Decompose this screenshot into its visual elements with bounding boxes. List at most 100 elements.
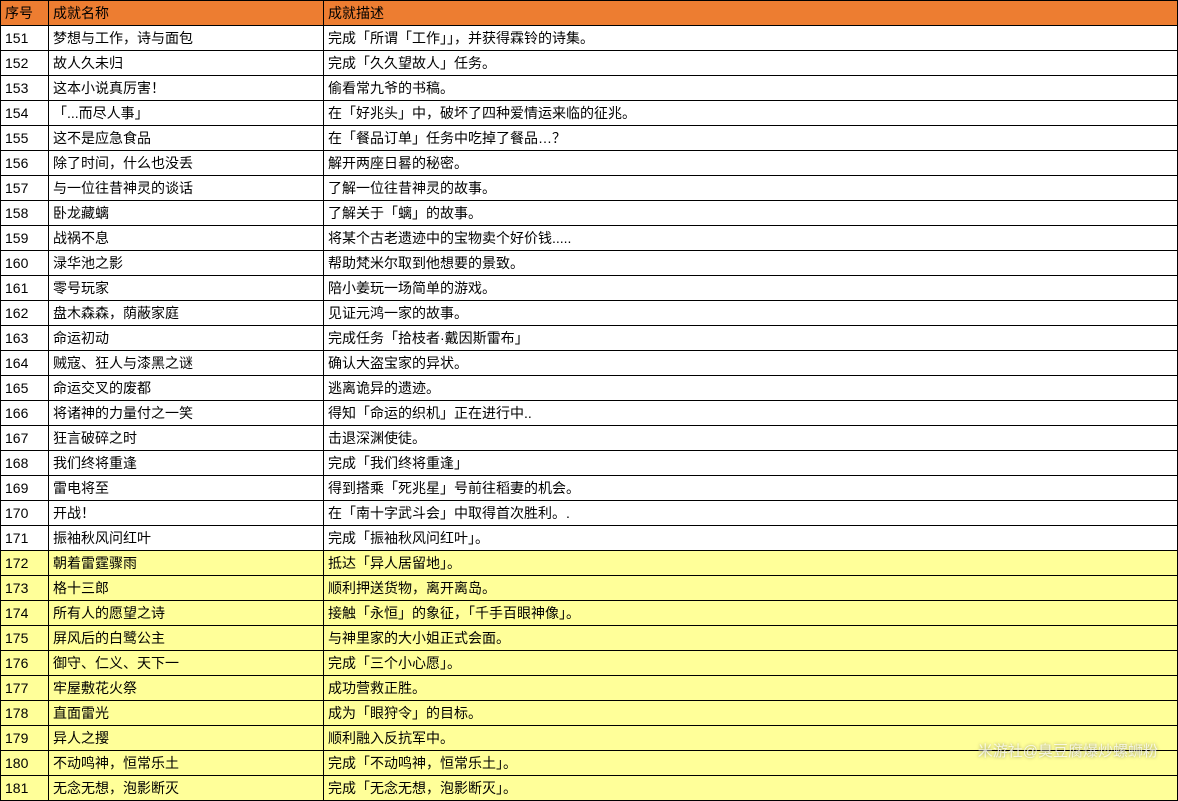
cell-index: 175 xyxy=(1,626,49,651)
table-row: 165命运交叉的废都逃离诡异的遗迹。 xyxy=(1,376,1178,401)
cell-desc: 得知「命运的织机」正在进行中.. xyxy=(324,401,1178,426)
cell-index: 155 xyxy=(1,126,49,151)
table-row: 178直面雷光成为「眼狩令」的目标。 xyxy=(1,701,1178,726)
cell-name: 故人久未归 xyxy=(49,51,324,76)
cell-index: 159 xyxy=(1,226,49,251)
cell-desc: 抵达「异人居留地」。 xyxy=(324,551,1178,576)
cell-index: 164 xyxy=(1,351,49,376)
cell-name: 梦想与工作，诗与面包 xyxy=(49,26,324,51)
cell-index: 154 xyxy=(1,101,49,126)
cell-desc: 了解一位往昔神灵的故事。 xyxy=(324,176,1178,201)
cell-index: 160 xyxy=(1,251,49,276)
cell-desc: 完成「不动鸣神，恒常乐土」。 xyxy=(324,751,1178,776)
table-row: 173格十三郎顺利押送货物，离开离岛。 xyxy=(1,576,1178,601)
header-name: 成就名称 xyxy=(49,1,324,26)
table-row: 169雷电将至得到搭乘「死兆星」号前往稻妻的机会。 xyxy=(1,476,1178,501)
cell-desc: 顺利融入反抗军中。 xyxy=(324,726,1178,751)
table-row: 151梦想与工作，诗与面包完成「所谓「工作」」，并获得霖铃的诗集。 xyxy=(1,26,1178,51)
header-index: 序号 xyxy=(1,1,49,26)
cell-name: 渌华池之影 xyxy=(49,251,324,276)
cell-desc: 在「餐品订单」任务中吃掉了餐品…？ xyxy=(324,126,1178,151)
achievements-table: 序号 成就名称 成就描述 151梦想与工作，诗与面包完成「所谓「工作」」，并获得… xyxy=(0,0,1178,801)
table-row: 181无念无想，泡影断灭完成「无念无想，泡影断灭」。 xyxy=(1,776,1178,801)
cell-desc: 帮助梵米尔取到他想要的景致。 xyxy=(324,251,1178,276)
table-row: 174所有人的愿望之诗接触「永恒」的象征，「千手百眼神像」。 xyxy=(1,601,1178,626)
cell-index: 173 xyxy=(1,576,49,601)
cell-name: 不动鸣神，恒常乐土 xyxy=(49,751,324,776)
table-row: 175屏风后的白鹭公主与神里家的大小姐正式会面。 xyxy=(1,626,1178,651)
cell-index: 180 xyxy=(1,751,49,776)
cell-name: 这本小说真厉害！ xyxy=(49,76,324,101)
cell-name: 贼寇、狂人与漆黑之谜 xyxy=(49,351,324,376)
table-row: 177牢屋敷花火祭成功营救正胜。 xyxy=(1,676,1178,701)
cell-name: 盘木森森，荫蔽家庭 xyxy=(49,301,324,326)
cell-index: 174 xyxy=(1,601,49,626)
cell-desc: 成功营救正胜。 xyxy=(324,676,1178,701)
cell-name: 与一位往昔神灵的谈话 xyxy=(49,176,324,201)
table-row: 179异人之撄顺利融入反抗军中。 xyxy=(1,726,1178,751)
cell-index: 152 xyxy=(1,51,49,76)
cell-desc: 陪小姜玩一场简单的游戏。 xyxy=(324,276,1178,301)
cell-index: 168 xyxy=(1,451,49,476)
cell-index: 157 xyxy=(1,176,49,201)
cell-name: 直面雷光 xyxy=(49,701,324,726)
table-body: 151梦想与工作，诗与面包完成「所谓「工作」」，并获得霖铃的诗集。152故人久未… xyxy=(1,26,1178,801)
cell-name: 战祸不息 xyxy=(49,226,324,251)
cell-desc: 完成「我们终将重逢」 xyxy=(324,451,1178,476)
cell-desc: 完成「久久望故人」任务。 xyxy=(324,51,1178,76)
cell-name: 卧龙藏螭 xyxy=(49,201,324,226)
cell-index: 166 xyxy=(1,401,49,426)
cell-name: 牢屋敷花火祭 xyxy=(49,676,324,701)
table-row: 180不动鸣神，恒常乐土完成「不动鸣神，恒常乐土」。 xyxy=(1,751,1178,776)
cell-desc: 完成「无念无想，泡影断灭」。 xyxy=(324,776,1178,801)
table-row: 152故人久未归完成「久久望故人」任务。 xyxy=(1,51,1178,76)
table-row: 168我们终将重逢完成「我们终将重逢」 xyxy=(1,451,1178,476)
cell-desc: 成为「眼狩令」的目标。 xyxy=(324,701,1178,726)
cell-desc: 确认大盗宝家的异状。 xyxy=(324,351,1178,376)
table-row: 154「...而尽人事」在「好兆头」中，破坏了四种爱情运来临的征兆。 xyxy=(1,101,1178,126)
table-row: 153这本小说真厉害！偷看常九爷的书稿。 xyxy=(1,76,1178,101)
cell-name: 所有人的愿望之诗 xyxy=(49,601,324,626)
cell-name: 异人之撄 xyxy=(49,726,324,751)
cell-index: 172 xyxy=(1,551,49,576)
table-row: 170开战！在「南十字武斗会」中取得首次胜利。. xyxy=(1,501,1178,526)
table-row: 176御守、仁义、天下一完成「三个小心愿」。 xyxy=(1,651,1178,676)
cell-desc: 逃离诡异的遗迹。 xyxy=(324,376,1178,401)
table-row: 164贼寇、狂人与漆黑之谜确认大盗宝家的异状。 xyxy=(1,351,1178,376)
table-row: 171振袖秋风问红叶完成「振袖秋风问红叶」。 xyxy=(1,526,1178,551)
cell-index: 170 xyxy=(1,501,49,526)
table-row: 159战祸不息将某个古老遗迹中的宝物卖个好价钱..... xyxy=(1,226,1178,251)
table-row: 163命运初动完成任务「拾枝者·戴因斯雷布」 xyxy=(1,326,1178,351)
cell-name: 这不是应急食品 xyxy=(49,126,324,151)
table-row: 167狂言破碎之时击退深渊使徒。 xyxy=(1,426,1178,451)
cell-index: 169 xyxy=(1,476,49,501)
cell-desc: 完成任务「拾枝者·戴因斯雷布」 xyxy=(324,326,1178,351)
cell-name: 命运初动 xyxy=(49,326,324,351)
table-row: 156除了时间，什么也没丢解开两座日晷的秘密。 xyxy=(1,151,1178,176)
cell-desc: 接触「永恒」的象征，「千手百眼神像」。 xyxy=(324,601,1178,626)
cell-index: 171 xyxy=(1,526,49,551)
cell-desc: 见证元鸿一家的故事。 xyxy=(324,301,1178,326)
table-row: 158卧龙藏螭了解关于「螭」的故事。 xyxy=(1,201,1178,226)
cell-index: 163 xyxy=(1,326,49,351)
cell-index: 165 xyxy=(1,376,49,401)
header-desc: 成就描述 xyxy=(324,1,1178,26)
table-row: 166将诸神的力量付之一笑得知「命运的织机」正在进行中.. xyxy=(1,401,1178,426)
table-row: 155这不是应急食品在「餐品订单」任务中吃掉了餐品…？ xyxy=(1,126,1178,151)
cell-index: 177 xyxy=(1,676,49,701)
table-row: 161零号玩家陪小姜玩一场简单的游戏。 xyxy=(1,276,1178,301)
cell-desc: 击退深渊使徒。 xyxy=(324,426,1178,451)
cell-name: 雷电将至 xyxy=(49,476,324,501)
cell-index: 178 xyxy=(1,701,49,726)
cell-index: 161 xyxy=(1,276,49,301)
cell-name: 除了时间，什么也没丢 xyxy=(49,151,324,176)
cell-index: 181 xyxy=(1,776,49,801)
cell-desc: 顺利押送货物，离开离岛。 xyxy=(324,576,1178,601)
table-row: 157与一位往昔神灵的谈话了解一位往昔神灵的故事。 xyxy=(1,176,1178,201)
cell-desc: 与神里家的大小姐正式会面。 xyxy=(324,626,1178,651)
table-row: 160渌华池之影帮助梵米尔取到他想要的景致。 xyxy=(1,251,1178,276)
cell-name: 朝着雷霆骤雨 xyxy=(49,551,324,576)
cell-name: 狂言破碎之时 xyxy=(49,426,324,451)
cell-name: 命运交叉的废都 xyxy=(49,376,324,401)
cell-desc: 将某个古老遗迹中的宝物卖个好价钱..... xyxy=(324,226,1178,251)
